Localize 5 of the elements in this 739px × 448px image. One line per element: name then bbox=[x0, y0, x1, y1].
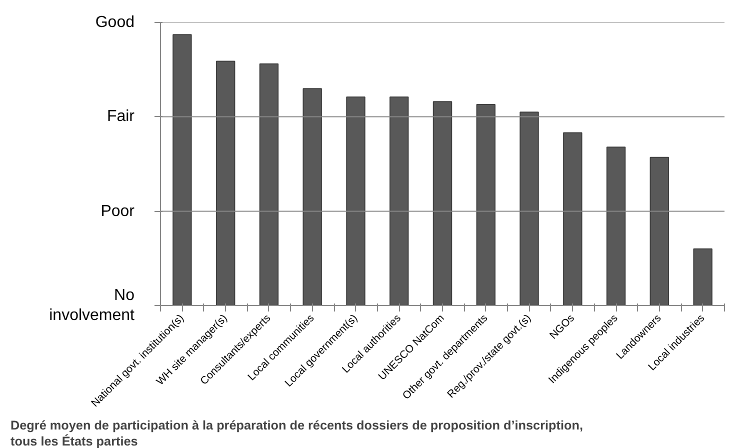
ref-line-label: Good bbox=[95, 14, 134, 31]
text: Degré moyen de participation à la préparation de récents dossiers de proposition d’inscription, tous les États parties bbox=[10, 418, 583, 448]
ref-line-label: Poor bbox=[100, 202, 136, 220]
ref-line-label: Fair bbox=[106, 108, 136, 126]
ref-line-label: No involvement bbox=[49, 286, 136, 324]
